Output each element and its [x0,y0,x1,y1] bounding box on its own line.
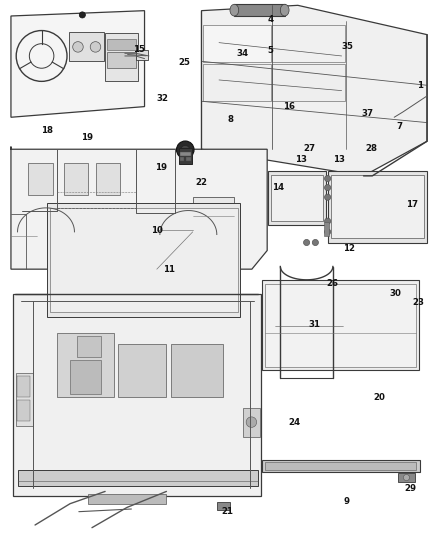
Text: 9: 9 [344,497,350,505]
Circle shape [325,218,331,224]
Text: 37: 37 [362,109,374,118]
Bar [180,157,184,161]
Circle shape [403,474,410,481]
Text: 31: 31 [308,320,321,328]
Bar [118,344,166,397]
Text: 17: 17 [406,200,418,208]
Bar [96,163,120,195]
Text: 18: 18 [41,126,53,135]
Polygon shape [13,294,261,496]
Bar [262,460,420,472]
Text: 15: 15 [133,45,145,53]
Circle shape [79,12,85,18]
Bar [64,163,88,195]
Bar [398,473,415,482]
Text: 7: 7 [396,123,403,131]
Text: 1: 1 [417,81,424,90]
Bar [179,148,192,164]
Text: 8: 8 [228,116,234,124]
Bar [275,320,343,326]
Text: 26: 26 [326,279,338,288]
Polygon shape [328,171,427,243]
Text: 22: 22 [195,179,208,187]
Text: 24: 24 [288,418,300,426]
Text: 20: 20 [374,393,386,401]
Bar [50,208,238,312]
Circle shape [325,175,331,182]
Bar [203,25,271,62]
Bar [243,408,260,437]
Bar [88,494,166,504]
Bar [193,197,234,235]
Bar [171,344,223,397]
Circle shape [73,42,83,52]
Ellipse shape [280,4,289,16]
Polygon shape [11,147,267,269]
Bar [57,333,114,397]
Bar [272,25,345,62]
Text: 13: 13 [333,156,346,164]
Circle shape [312,239,318,246]
Bar [265,462,416,470]
Bar [180,152,191,156]
Text: 27: 27 [303,144,315,152]
Bar [331,175,424,238]
Bar [272,64,345,101]
Circle shape [325,194,331,200]
Text: 12: 12 [343,245,355,253]
Text: 21: 21 [221,507,233,516]
Bar [186,157,191,161]
Bar [324,222,328,236]
Bar [69,32,104,61]
Bar [105,33,138,81]
Text: 25: 25 [178,58,190,67]
Text: 11: 11 [162,265,175,273]
Bar [217,502,230,510]
Bar [77,336,101,357]
Bar [18,470,258,486]
Text: 30: 30 [389,289,401,297]
Circle shape [177,141,194,158]
Text: 23: 23 [412,298,424,307]
Text: 13: 13 [295,156,307,164]
Bar [107,39,136,50]
Bar [265,284,416,367]
Text: 5: 5 [268,46,274,55]
Bar [28,163,53,195]
Circle shape [325,229,331,235]
Circle shape [304,239,310,246]
Text: 34: 34 [236,49,248,58]
Bar [17,400,30,421]
Bar [17,376,30,397]
Text: 16: 16 [283,102,295,111]
Circle shape [246,417,257,427]
Text: 4: 4 [268,15,274,24]
Text: 28: 28 [365,144,378,152]
Bar [47,203,240,317]
Bar [234,4,285,16]
Bar [16,373,33,426]
Bar [271,175,323,221]
Bar [262,280,419,370]
Ellipse shape [230,4,239,16]
Bar [70,360,101,394]
Text: 14: 14 [272,183,285,192]
Text: 19: 19 [81,133,93,142]
Polygon shape [268,171,326,225]
Polygon shape [201,5,427,176]
Polygon shape [11,11,145,117]
Circle shape [90,42,101,52]
Bar [203,64,271,101]
Text: 35: 35 [341,43,353,51]
Text: 29: 29 [405,484,417,493]
Text: 19: 19 [155,164,167,172]
Bar [107,52,136,68]
Circle shape [181,146,190,154]
Text: 10: 10 [151,226,163,235]
Circle shape [325,184,331,191]
Bar [136,50,148,60]
Text: 32: 32 [156,94,168,103]
